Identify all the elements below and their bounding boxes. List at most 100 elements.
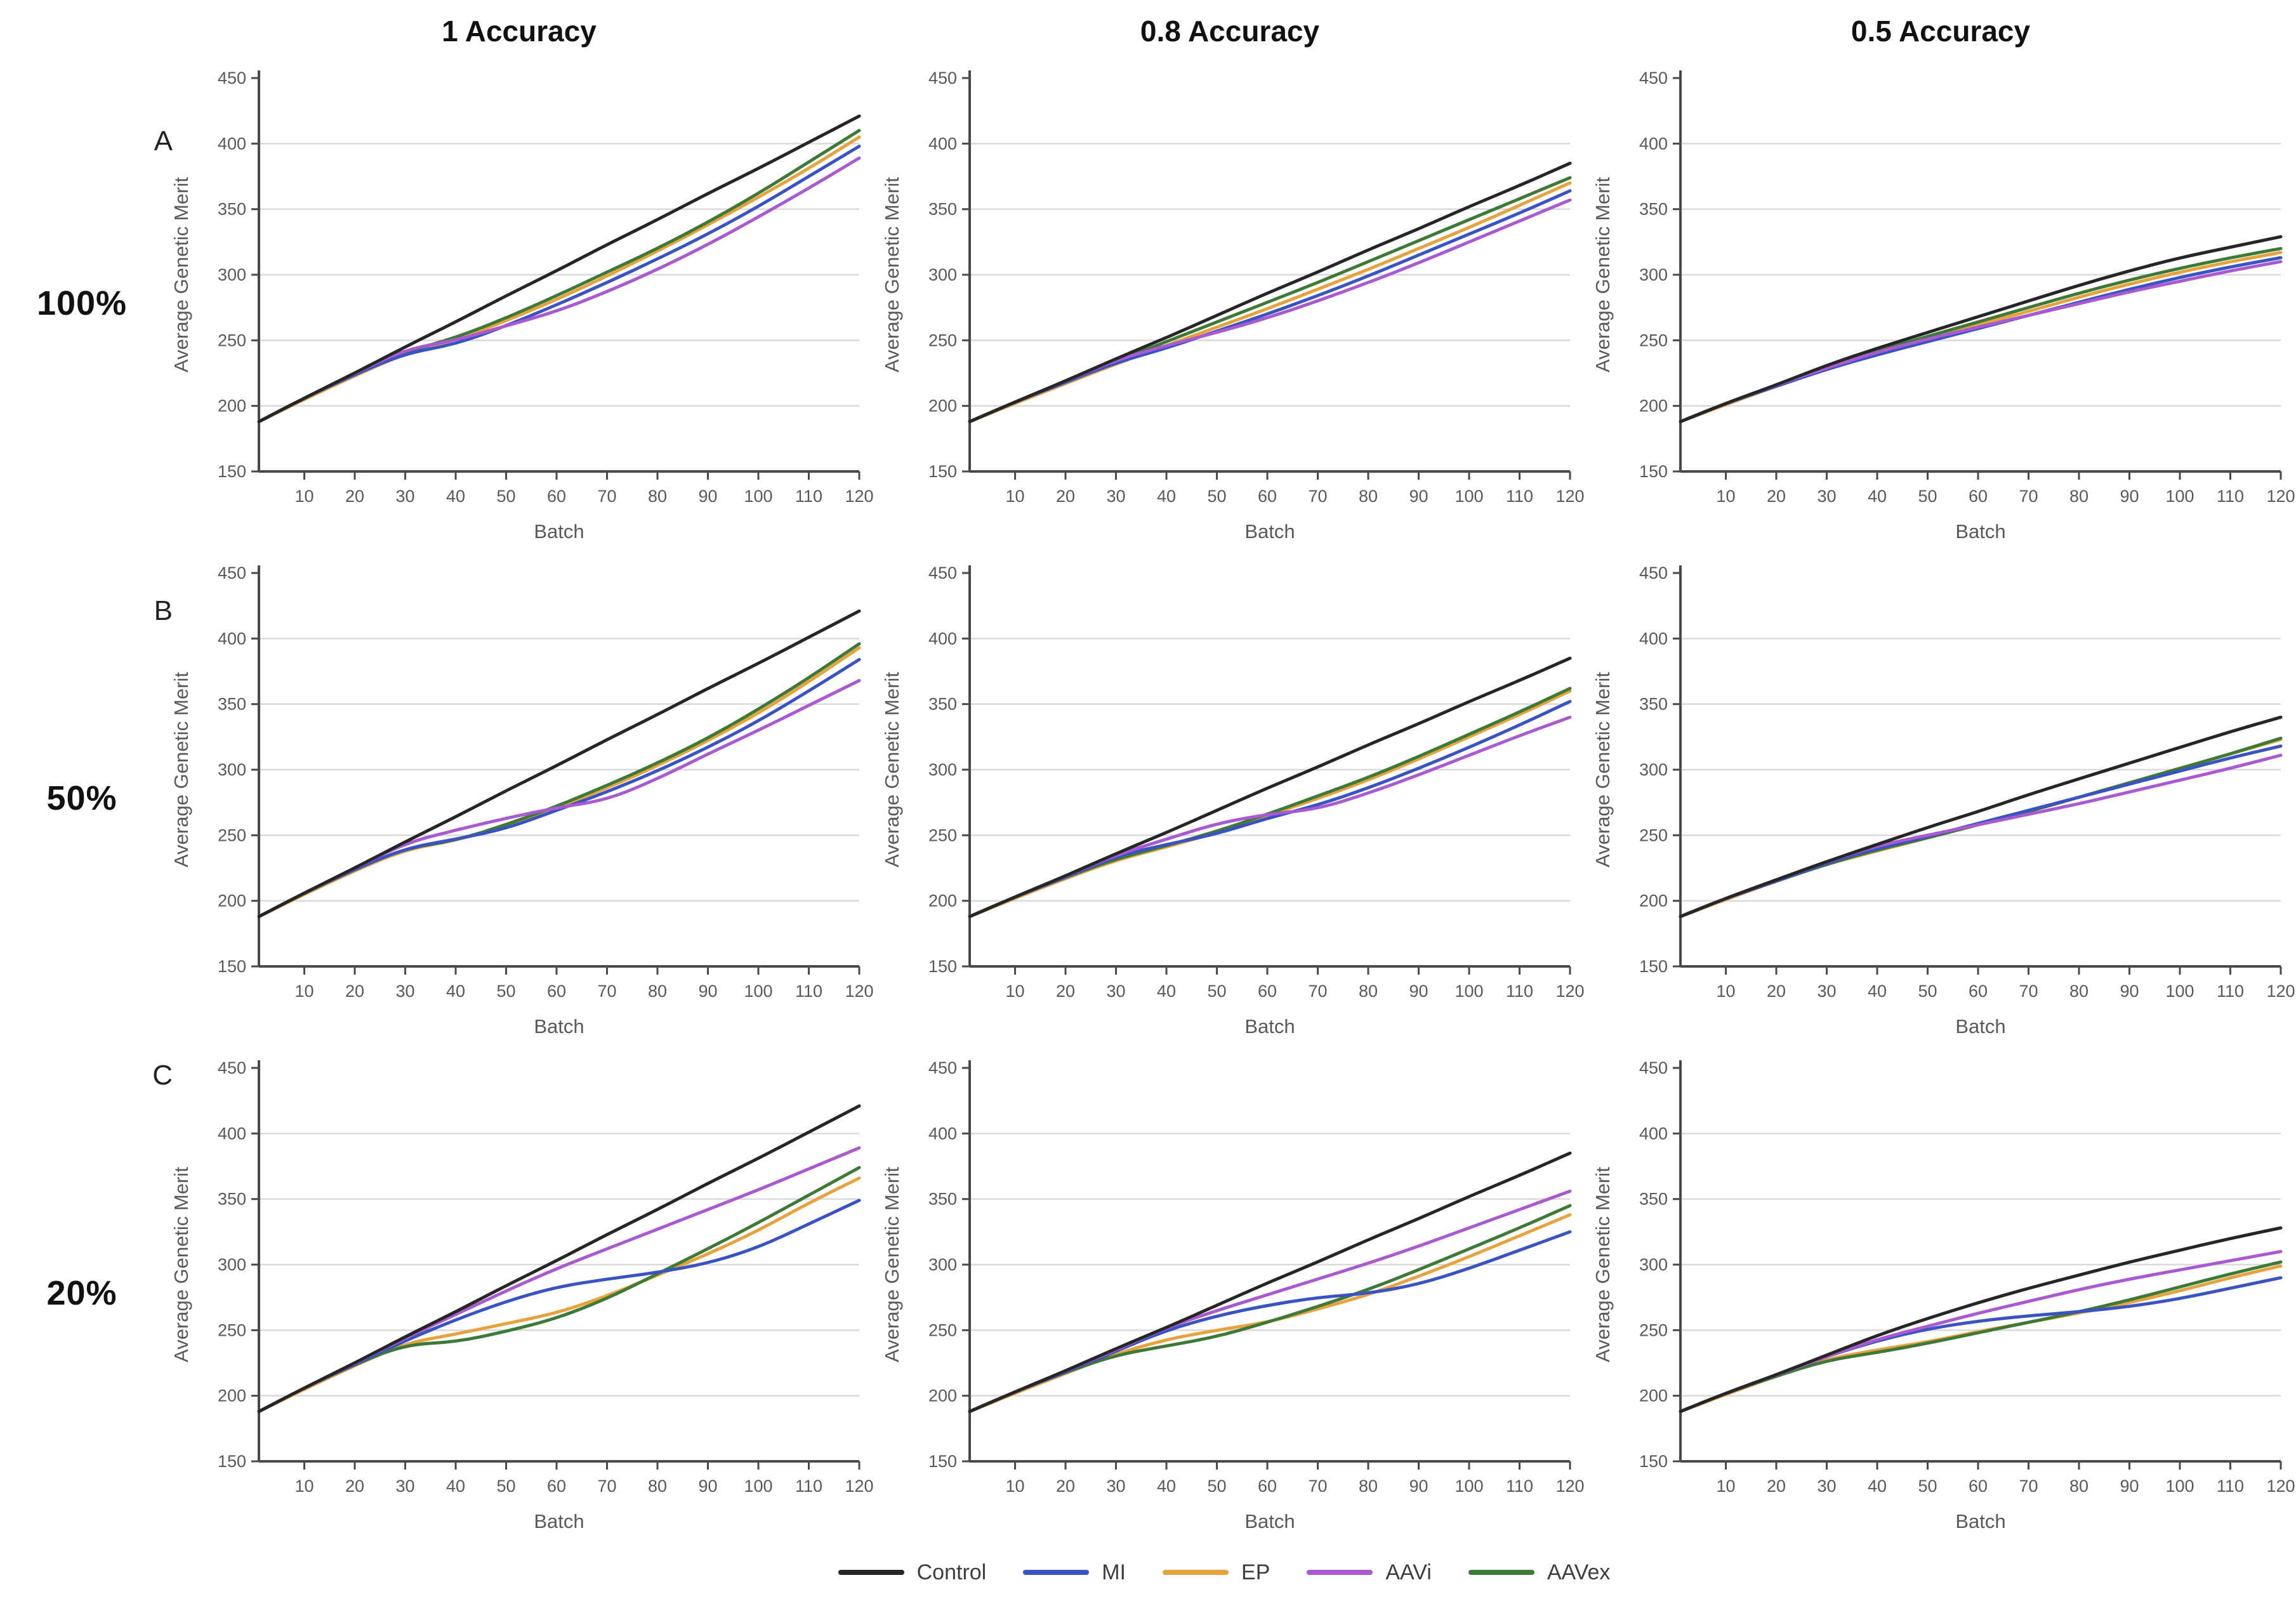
x-tick-label: 50 xyxy=(1918,487,1937,506)
y-tick-label: 200 xyxy=(928,1386,957,1405)
y-tick-label: 450 xyxy=(1639,563,1668,583)
y-tick-label: 200 xyxy=(928,892,957,911)
y-tick-label: 150 xyxy=(1639,1452,1668,1471)
legend-swatch-ep xyxy=(1163,1570,1229,1575)
series-line-control xyxy=(1679,1226,2283,1413)
x-axis-label: Batch xyxy=(534,1510,584,1532)
column-title-08-accuracy: 0.8 Accuracy xyxy=(1140,15,1320,48)
x-tick-label: 120 xyxy=(1555,982,1584,1001)
chart-svg: 150 200 250 300 350 400 450 10 20 30 40 50 60 70 80 90 1… xyxy=(1592,1058,2295,1532)
x-tick-label: 100 xyxy=(2165,487,2194,506)
x-tick-label: 40 xyxy=(1868,982,1887,1001)
y-tick-label: 200 xyxy=(218,397,246,416)
series-line-ep xyxy=(257,646,861,918)
y-tick-label: 350 xyxy=(928,200,957,219)
series-line-aavex xyxy=(257,642,861,918)
y-tick-label: 350 xyxy=(218,1190,246,1209)
y-tick-label: 300 xyxy=(218,760,246,779)
legend-swatch-aavi xyxy=(1307,1570,1373,1575)
legend-label-aavex: AAVex xyxy=(1547,1560,1611,1584)
x-tick-label: 110 xyxy=(2217,1477,2244,1496)
y-tick-label: 450 xyxy=(218,563,246,583)
y-tick-label: 250 xyxy=(218,1320,246,1339)
x-tick-label: 60 xyxy=(1969,982,1988,1001)
y-tick-label: 150 xyxy=(218,462,246,481)
header-spacer xyxy=(0,0,164,56)
series-line-mi xyxy=(1679,1276,2283,1413)
chart-svg: 150 200 250 300 350 400 450 10 20 30 40 50 60 70 80 90 1… xyxy=(881,69,1585,543)
x-tick-label: 120 xyxy=(845,487,873,506)
chart-50pct-05acc: 150 200 250 300 350 400 450 10 20 30 40 50 60 70 80 90 1… xyxy=(1585,551,2296,1046)
y-axis-label: Average Genetic Merit xyxy=(1592,672,1614,867)
x-tick-label: 50 xyxy=(497,1477,516,1496)
y-tick-label: 150 xyxy=(928,957,957,976)
series-line-control xyxy=(1679,715,2283,918)
chart-100pct-1acc: 150 200 250 300 350 400 450 10 20 30 40 50 60 70 80 90 1… xyxy=(164,56,874,551)
y-axis-label: Average Genetic Merit xyxy=(170,1167,192,1362)
x-tick-label: 40 xyxy=(1868,1477,1887,1496)
x-tick-label: 120 xyxy=(1555,1477,1584,1496)
x-tick-label: 80 xyxy=(2069,1477,2088,1496)
series-line-mi xyxy=(257,1199,861,1413)
x-tick-label: 20 xyxy=(1056,982,1075,1001)
y-tick-label: 250 xyxy=(928,331,957,350)
x-tick-label: 70 xyxy=(1308,982,1327,1001)
x-tick-label: 30 xyxy=(396,487,415,506)
row-label-100pct: 100% xyxy=(36,284,128,322)
x-tick-label: 60 xyxy=(547,982,566,1001)
x-tick-label: 80 xyxy=(648,1477,667,1496)
x-tick-label: 90 xyxy=(2120,982,2139,1001)
y-tick-label: 250 xyxy=(218,331,246,350)
x-tick-label: 80 xyxy=(2069,487,2088,506)
y-axis-label: Average Genetic Merit xyxy=(881,1167,903,1362)
x-tick-label: 20 xyxy=(345,487,364,506)
x-tick-label: 90 xyxy=(2120,1477,2139,1496)
legend-label-mi: MI xyxy=(1102,1560,1126,1584)
chart-100pct-08acc: 150 200 250 300 350 400 450 10 20 30 40 50 60 70 80 90 1… xyxy=(874,56,1585,551)
y-tick-label: 300 xyxy=(928,265,957,284)
x-tick-label: 30 xyxy=(1107,487,1126,506)
series-line-aavi xyxy=(257,1146,861,1413)
legend-swatch-aavex xyxy=(1468,1570,1534,1575)
x-tick-label: 100 xyxy=(1455,487,1483,506)
chart-svg: 150 200 250 300 350 400 450 10 20 30 40 50 60 70 80 90 1… xyxy=(170,563,874,1037)
x-tick-label: 40 xyxy=(446,1477,465,1496)
y-axis-label: Average Genetic Merit xyxy=(170,672,192,867)
y-tick-label: 150 xyxy=(218,1452,246,1471)
x-tick-label: 10 xyxy=(1006,1477,1025,1496)
row-label-20pct: 20% xyxy=(46,1274,117,1312)
x-axis-label: Batch xyxy=(1955,1510,2005,1532)
x-tick-label: 90 xyxy=(698,1477,717,1496)
legend-item-ep: EP xyxy=(1163,1560,1270,1585)
series-line-aavi xyxy=(968,198,1572,423)
x-axis-label: Batch xyxy=(534,520,584,543)
x-tick-label: 110 xyxy=(1506,1477,1533,1496)
x-tick-label: 70 xyxy=(1308,487,1327,506)
series-line-mi xyxy=(257,657,861,918)
chart-svg: 150 200 250 300 350 400 450 10 20 30 40 50 60 70 80 90 1… xyxy=(170,1058,874,1532)
y-tick-label: 400 xyxy=(1639,134,1668,153)
x-tick-label: 10 xyxy=(1006,982,1025,1001)
x-tick-label: 20 xyxy=(1056,487,1075,506)
x-axis-label: Batch xyxy=(1244,1510,1295,1532)
x-tick-label: 110 xyxy=(795,982,822,1001)
y-tick-label: 300 xyxy=(928,760,957,779)
x-tick-label: 110 xyxy=(2217,487,2244,506)
x-tick-label: 30 xyxy=(1818,487,1837,506)
x-tick-label: 100 xyxy=(744,982,772,1001)
y-tick-label: 350 xyxy=(1639,695,1668,714)
x-tick-label: 110 xyxy=(795,487,822,506)
x-tick-label: 50 xyxy=(1918,982,1937,1001)
x-tick-label: 60 xyxy=(1258,982,1277,1001)
chart-20pct-1acc: 150 200 250 300 350 400 450 10 20 30 40 50 60 70 80 90 1… xyxy=(164,1046,874,1541)
x-tick-label: 90 xyxy=(698,487,717,506)
legend-label-aavi: AAVi xyxy=(1385,1560,1432,1584)
x-tick-label: 80 xyxy=(1359,487,1378,506)
chart-svg: 150 200 250 300 350 400 450 10 20 30 40 50 60 70 80 90 1… xyxy=(1592,69,2295,543)
legend-item-aavex: AAVex xyxy=(1468,1560,1611,1585)
x-tick-label: 10 xyxy=(1717,487,1736,506)
y-tick-label: 450 xyxy=(928,563,957,583)
y-tick-label: 350 xyxy=(928,1190,957,1209)
y-tick-label: 450 xyxy=(1639,69,1668,88)
